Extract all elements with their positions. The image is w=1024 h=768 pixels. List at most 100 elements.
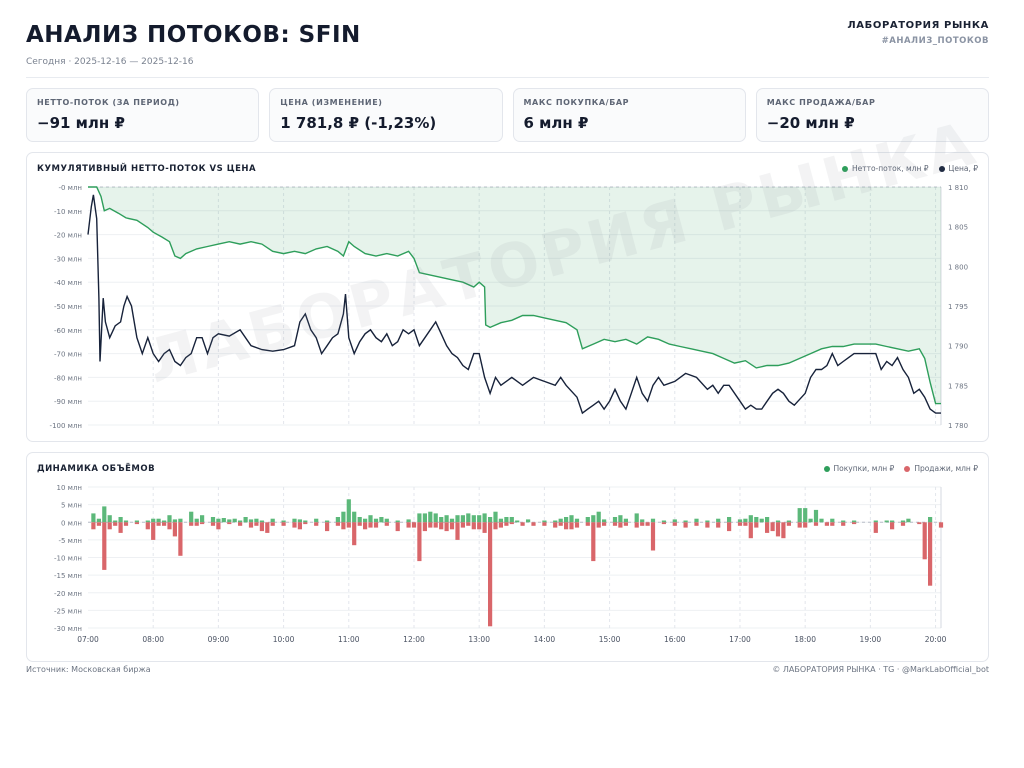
sell-bar [716,522,721,528]
buy-bar [368,515,373,523]
sell-bar [705,522,710,528]
sell-bar [482,522,487,533]
x-tick-label: 18:00 [794,635,816,644]
y-tick-label-left: -50 млн [54,303,82,311]
buy-bar [852,520,857,523]
sell-bar [352,522,357,546]
sell-bar [297,522,302,530]
sell-bar [428,522,433,528]
sell-bar [520,522,525,526]
legend-item-sells: Продажи, млн ₽ [904,464,978,473]
buy-bar [640,519,645,523]
sell-bar [167,522,172,530]
sell-bar [727,522,732,532]
sell-bar [661,522,666,525]
y-tick-label-right: 1 795 [948,303,968,311]
buy-bar [449,518,455,523]
x-tick-label: 08:00 [142,635,164,644]
x-tick-label: 11:00 [338,635,360,644]
y-tick-label-left: -90 млн [54,398,82,406]
copyright-note: © ЛАБОРАТОРИЯ РЫНКА · TG · @MarkLabOffic… [772,665,989,674]
buy-bar [775,520,781,523]
sell-bar [640,522,645,526]
buy-bar [841,520,846,523]
sell-bar [460,522,465,528]
buy-bar [585,517,590,523]
kpi-value: 1 781,8 ₽ (-1,23%) [280,114,437,132]
legend-item-price: Цена, ₽ [938,164,978,173]
sell-bar [694,522,699,526]
date-range: Сегодня · 2025-12-16 — 2025-12-16 [26,57,194,67]
sell-bar [411,522,417,528]
buy-bar [482,513,487,523]
kpi-value: −91 млн ₽ [37,114,125,132]
buy-bar [672,519,677,523]
buy-bar [558,518,563,523]
buy-bar [232,518,237,523]
x-tick-label: 15:00 [599,635,621,644]
buy-bar [384,518,389,523]
buy-bar [210,517,216,523]
buy-bar [786,520,791,523]
y-tick-label: 10 млн [57,484,82,492]
y-tick-label-left: -20 млн [54,232,82,240]
sell-bar [238,522,243,526]
y-tick-label: -5 млн [58,537,82,545]
buy-bar [254,518,259,523]
x-tick-label: 10:00 [273,635,295,644]
buy-bar [221,518,226,523]
sell-bar [145,522,150,530]
buy-bar [162,520,167,523]
buy-bar [808,518,813,523]
buy-bar [515,520,520,523]
buy-bar [460,515,465,523]
sell-bar [368,522,373,528]
buy-bar [683,520,688,523]
kpi-card-price: ЦЕНА (ИЗМЕНЕНИЕ) 1 781,8 ₽ (-1,23%) [269,88,503,142]
sell-bar [797,522,802,528]
buy-bar [102,506,107,523]
y-tick-label: -25 млн [54,607,82,615]
buy-bar [498,518,503,523]
cumulative-flow-panel: -0 млн -10 млн -20 млн -30 млн -40 млн -50 мл… [26,152,989,442]
buy-bar [352,511,357,523]
buy-bar [694,518,699,523]
kpi-label: МАКС ПРОДАЖА/БАР [766,98,876,107]
buy-bar [526,519,531,523]
sell-bar [890,522,895,530]
sell-bar [900,522,906,526]
buy-bar [477,515,482,523]
x-tick-label: 13:00 [468,635,490,644]
y-tick-label-left: -100 млн [50,422,82,430]
sell-bar [373,522,379,528]
y-tick-label-left: -60 млн [54,327,82,335]
sell-bar [683,522,688,528]
buy-bar [634,513,639,523]
buy-bar [455,515,460,523]
page-title: АНАЛИЗ ПОТОКОВ: SFIN [26,22,361,48]
sell-bar [433,522,438,528]
chart-legend: Покупки, млн ₽ Продажи, млн ₽ [823,464,978,473]
buy-bar [873,520,878,523]
buy-bar [189,511,194,523]
sell-bar [770,522,775,532]
sell-bar [618,522,623,528]
buy-bar [145,520,150,523]
buy-bar [151,518,156,523]
sell-bar [395,522,400,532]
sell-bar [553,522,558,528]
hashtag: #АНАЛИЗ_ПОТОКОВ [881,36,989,46]
buy-bar [178,518,183,523]
buy-bar [91,513,96,523]
sell-bar [449,522,455,530]
sell-bar [938,522,944,528]
sell-bar [781,522,786,539]
y-tick-label-right: 1 810 [948,184,968,192]
buy-bar [107,515,112,523]
buy-bar [118,517,123,523]
buy-bar [797,508,802,523]
sell-bar [585,522,590,526]
sell-bar [259,522,264,532]
legend-label: Нетто-поток, млн ₽ [851,164,929,173]
header-divider [26,77,989,78]
